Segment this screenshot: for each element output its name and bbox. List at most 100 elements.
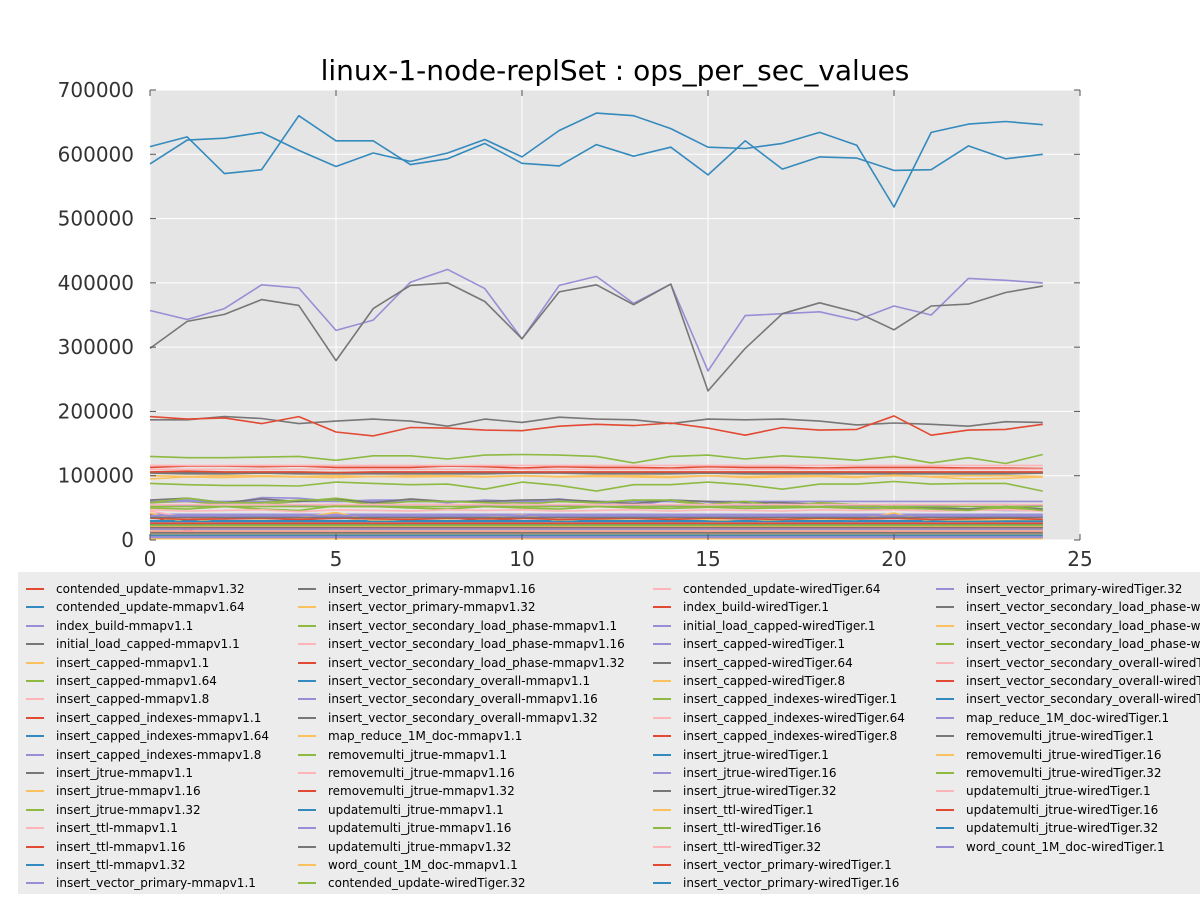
legend-label: insert_capped_indexes-mmapv1.8 xyxy=(56,747,262,762)
legend-item: insert_capped_indexes-mmapv1.64 xyxy=(26,727,269,745)
legend-swatch xyxy=(298,735,316,738)
legend-swatch xyxy=(653,661,671,664)
legend-item: updatemulti_jtrue-mmapv1.1 xyxy=(298,801,504,819)
legend-swatch xyxy=(26,735,44,738)
legend-label: index_build-wiredTiger.1 xyxy=(683,600,830,615)
legend-label: insert_vector_secondary_overall-mmapv1.3… xyxy=(328,710,598,725)
legend-label: removemulti_jtrue-mmapv1.16 xyxy=(328,766,515,780)
legend-swatch xyxy=(936,680,954,682)
legend-swatch xyxy=(26,808,44,811)
legend-label: updatemulti_jtrue-wiredTiger.1 xyxy=(966,784,1151,799)
legend-item: insert_vector_primary-wiredTiger.1 xyxy=(653,856,892,874)
series-line xyxy=(149,114,1043,176)
legend-label: insert_jtrue-mmapv1.1 xyxy=(56,766,194,780)
legend-item: word_count_1M_doc-mmapv1.1 xyxy=(298,856,518,874)
legend-label: contended_update-wiredTiger.32 xyxy=(328,876,526,891)
legend-item: insert_vector_secondary_load_phase-wired… xyxy=(936,617,1200,635)
legend-label: map_reduce_1M_doc-mmapv1.1 xyxy=(328,729,523,744)
legend-label: insert_capped_indexes-wiredTiger.1 xyxy=(683,692,898,707)
legend-swatch xyxy=(298,772,316,774)
y-tick-label: 400000 xyxy=(58,271,134,295)
legend-label: insert_capped_indexes-wiredTiger.64 xyxy=(683,710,905,725)
legend-swatch xyxy=(936,808,954,811)
legend-label: insert_capped-mmapv1.64 xyxy=(56,674,217,688)
legend-label: insert_vector_secondary_overall-wiredTig… xyxy=(966,655,1200,670)
legend-item: updatemulti_jtrue-mmapv1.32 xyxy=(298,838,511,856)
legend-swatch xyxy=(26,716,44,719)
legend-swatch xyxy=(298,606,316,609)
legend-swatch xyxy=(653,882,671,885)
legend-swatch xyxy=(298,624,316,627)
legend-item: insert_vector_primary-mmapv1.16 xyxy=(298,580,536,598)
legend-item: insert_ttl-mmapv1.1 xyxy=(26,819,178,837)
legend-item: insert_vector_secondary_load_phase-mmapv… xyxy=(298,617,617,635)
legend-swatch xyxy=(26,882,44,885)
legend-label: insert_ttl-mmapv1.1 xyxy=(56,821,178,836)
legend-item: insert_jtrue-mmapv1.32 xyxy=(26,801,201,819)
legend-label: insert_capped-mmapv1.8 xyxy=(56,692,210,707)
legend-swatch xyxy=(936,624,954,627)
legend-item: updatemulti_jtrue-wiredTiger.16 xyxy=(936,801,1158,819)
x-tick-label: 0 xyxy=(144,547,157,570)
legend-item: map_reduce_1M_doc-mmapv1.1 xyxy=(298,727,522,745)
legend-swatch xyxy=(298,661,316,664)
legend-swatch xyxy=(298,790,316,793)
legend-label: removemulti_jtrue-wiredTiger.16 xyxy=(966,747,1162,762)
series-line xyxy=(149,112,1043,208)
legend-item: insert_vector_secondary_overall-mmapv1.1… xyxy=(298,690,598,708)
legend-item: insert_vector_secondary_load_phase-mmapv… xyxy=(298,635,625,653)
legend-label: insert_jtrue-mmapv1.32 xyxy=(56,802,201,817)
legend-swatch xyxy=(26,680,44,682)
legend-swatch xyxy=(936,735,954,738)
legend-swatch xyxy=(26,643,44,646)
y-tick-label: 500000 xyxy=(58,207,134,231)
x-tick-label: 15 xyxy=(695,547,720,570)
legend-item: removemulti_jtrue-wiredTiger.1 xyxy=(936,727,1154,745)
legend-label: contended_update-mmapv1.32 xyxy=(56,582,245,596)
y-tick-label: 0 xyxy=(121,528,134,552)
legend-swatch xyxy=(26,864,44,866)
legend-swatch xyxy=(936,698,954,701)
legend-item: insert_ttl-mmapv1.16 xyxy=(26,838,185,856)
legend-item: insert_capped-mmapv1.8 xyxy=(26,690,209,708)
legend-swatch xyxy=(936,827,954,830)
legend-swatch xyxy=(936,790,954,793)
series-line xyxy=(149,268,1043,372)
legend-item: removemulti_jtrue-mmapv1.1 xyxy=(298,746,507,764)
legend-swatch xyxy=(936,588,954,590)
legend-swatch xyxy=(936,643,954,646)
legend-item: initial_load_capped-mmapv1.1 xyxy=(26,635,240,653)
legend-swatch xyxy=(26,845,44,848)
legend-item: insert_ttl-wiredTiger.1 xyxy=(653,801,814,819)
legend-label: insert_vector_secondary_load_phase-wired… xyxy=(966,637,1200,652)
legend-swatch xyxy=(936,753,954,756)
legend-label: insert_ttl-mmapv1.16 xyxy=(56,839,186,854)
legend-label: initial_load_capped-mmapv1.1 xyxy=(56,637,240,652)
series-line xyxy=(149,415,1043,437)
legend-swatch xyxy=(936,716,954,719)
legend-swatch xyxy=(653,588,671,590)
legend-item: insert_capped_indexes-mmapv1.1 xyxy=(26,709,261,727)
x-tick-label: 20 xyxy=(881,547,906,570)
legend-label: insert_jtrue-wiredTiger.1 xyxy=(683,747,829,762)
legend-label: insert_ttl-mmapv1.32 xyxy=(56,858,186,872)
legend-item: contended_update-wiredTiger.32 xyxy=(298,874,526,892)
legend-swatch xyxy=(298,827,316,830)
legend-item: insert_jtrue-mmapv1.16 xyxy=(26,782,201,800)
legend-label: insert_vector_primary-mmapv1.16 xyxy=(328,582,536,596)
legend-swatch xyxy=(936,661,954,664)
legend-label: insert_vector_primary-wiredTiger.16 xyxy=(683,876,900,891)
y-tick-label: 700000 xyxy=(58,78,134,102)
legend-swatch xyxy=(298,808,316,811)
legend-label: insert_vector_secondary_load_phase-wired… xyxy=(966,618,1200,633)
legend-swatch xyxy=(653,735,671,738)
legend-swatch xyxy=(653,790,671,793)
legend-swatch xyxy=(653,606,671,609)
legend-item: insert_ttl-wiredTiger.32 xyxy=(653,838,821,856)
legend-label: updatemulti_jtrue-wiredTiger.32 xyxy=(966,821,1159,836)
legend-item: contended_update-wiredTiger.64 xyxy=(653,580,881,598)
legend-swatch xyxy=(653,643,671,646)
legend-swatch xyxy=(26,624,44,627)
legend-swatch xyxy=(26,661,44,664)
legend-label: insert_capped-wiredTiger.8 xyxy=(683,674,846,688)
